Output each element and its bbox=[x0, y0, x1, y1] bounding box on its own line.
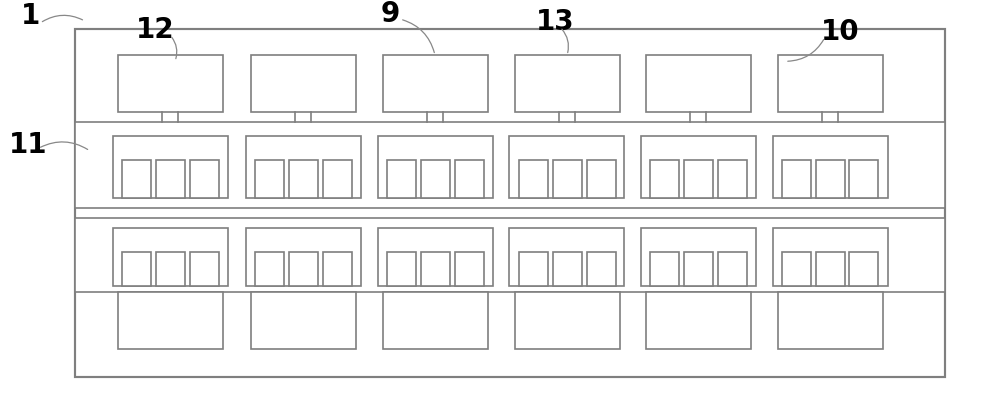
Bar bbox=[640, 229, 756, 287]
Bar bbox=[288, 253, 318, 287]
Bar bbox=[118, 56, 223, 112]
Bar bbox=[778, 293, 883, 349]
Bar bbox=[75, 219, 945, 293]
Bar bbox=[246, 136, 360, 198]
Bar bbox=[684, 253, 712, 287]
Bar bbox=[122, 160, 151, 198]
Bar bbox=[509, 136, 624, 198]
Bar bbox=[849, 160, 878, 198]
Bar bbox=[782, 253, 810, 287]
Bar bbox=[518, 253, 548, 287]
Bar bbox=[386, 160, 416, 198]
Text: 10: 10 bbox=[821, 18, 859, 46]
Bar bbox=[288, 160, 318, 198]
Text: 12: 12 bbox=[136, 16, 174, 44]
Bar bbox=[113, 229, 228, 287]
Bar bbox=[118, 293, 223, 349]
Bar bbox=[246, 229, 360, 287]
Bar bbox=[75, 122, 945, 209]
Bar bbox=[75, 30, 945, 377]
Bar bbox=[122, 253, 151, 287]
Bar bbox=[190, 253, 218, 287]
Bar bbox=[254, 253, 284, 287]
Bar bbox=[378, 229, 492, 287]
Bar bbox=[816, 253, 844, 287]
Bar bbox=[156, 253, 185, 287]
Bar bbox=[113, 136, 228, 198]
Bar bbox=[586, 253, 616, 287]
Text: 1: 1 bbox=[20, 2, 40, 30]
Bar bbox=[586, 160, 616, 198]
Bar bbox=[778, 56, 883, 112]
Bar bbox=[509, 229, 624, 287]
Bar bbox=[382, 56, 488, 112]
Bar bbox=[849, 253, 878, 287]
Text: 11: 11 bbox=[9, 130, 47, 158]
Bar bbox=[514, 56, 620, 112]
Bar bbox=[254, 160, 284, 198]
Bar bbox=[454, 160, 484, 198]
Bar bbox=[454, 253, 484, 287]
Bar bbox=[552, 253, 582, 287]
Bar bbox=[772, 229, 888, 287]
Bar bbox=[386, 253, 416, 287]
Bar bbox=[684, 160, 712, 198]
Bar bbox=[646, 293, 750, 349]
Bar bbox=[322, 160, 352, 198]
Bar bbox=[420, 253, 450, 287]
Bar bbox=[782, 160, 810, 198]
Bar bbox=[156, 160, 185, 198]
Text: 9: 9 bbox=[380, 0, 400, 28]
Bar bbox=[640, 136, 756, 198]
Bar bbox=[552, 160, 582, 198]
Bar bbox=[378, 136, 492, 198]
Bar bbox=[420, 160, 450, 198]
Bar bbox=[250, 293, 356, 349]
Bar bbox=[772, 136, 888, 198]
Bar bbox=[718, 160, 746, 198]
Bar bbox=[650, 253, 678, 287]
Bar bbox=[650, 160, 678, 198]
Text: 13: 13 bbox=[536, 8, 574, 36]
Bar bbox=[382, 293, 488, 349]
Bar bbox=[514, 293, 620, 349]
Bar bbox=[718, 253, 746, 287]
Bar bbox=[646, 56, 750, 112]
Bar bbox=[518, 160, 548, 198]
Bar bbox=[190, 160, 218, 198]
Bar bbox=[816, 160, 844, 198]
Bar bbox=[250, 56, 356, 112]
Bar bbox=[322, 253, 352, 287]
